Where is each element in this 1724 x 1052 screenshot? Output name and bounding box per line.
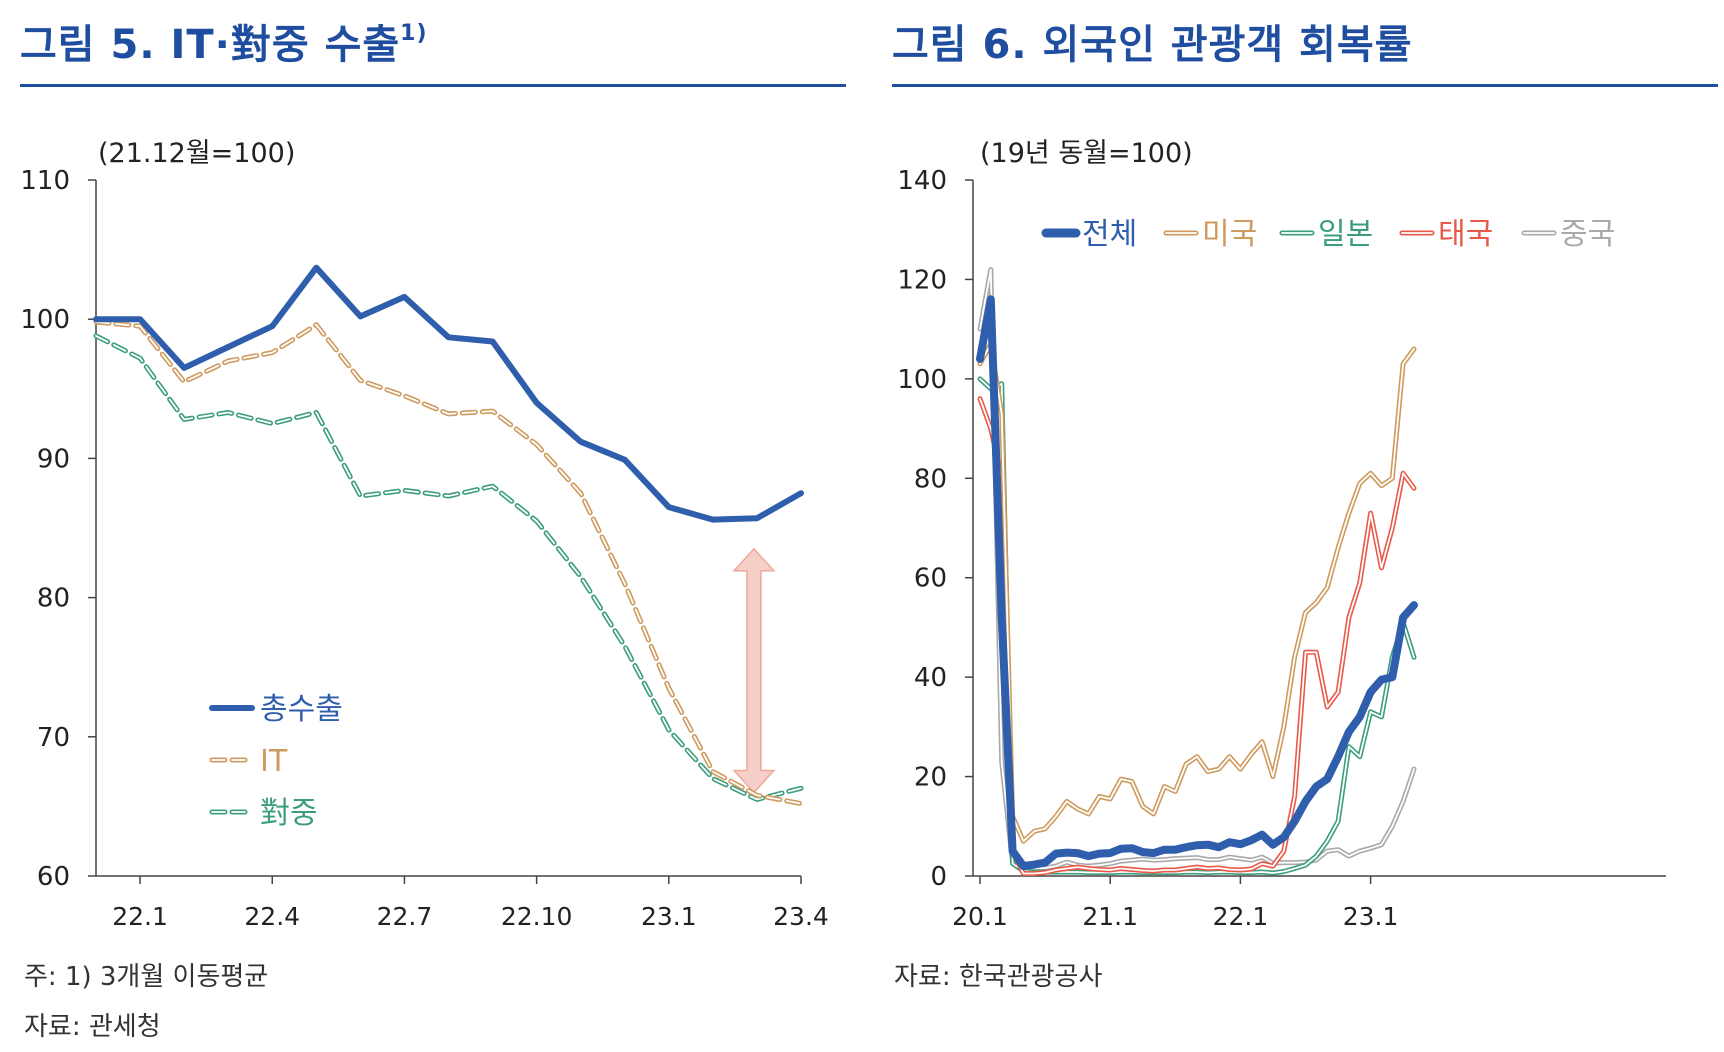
y-tick-label: 90 <box>37 444 70 474</box>
x-tick-label: 21.1 <box>1082 902 1138 931</box>
footnote-source: 자료: 관세청 <box>24 1012 161 1042</box>
series-line-it <box>93 319 804 807</box>
figure-6-title-rule <box>892 84 1718 87</box>
x-tick-label: 22.1 <box>1213 902 1269 931</box>
series-line-usa-outer <box>977 341 1417 844</box>
series-line-it-inner <box>95 321 802 805</box>
series-line-china <box>93 333 804 802</box>
figure-6-panel: 그림 6. 외국인 관광객 회복률 0 20 40 60 80 100 120 140 (19년… <box>862 0 1724 1052</box>
figure-5-chart: 60 70 80 90 100 110 (21.12월=100) 22.1 22.4 22.7 22… <box>20 138 829 931</box>
figure-6-chart: 0 20 40 60 80 100 120 140 (19년 동월=100) 20.1 21.1 22… <box>897 138 1666 931</box>
series-line-thailand-outer <box>977 396 1417 876</box>
legend-label-total: 전체 <box>1082 217 1137 252</box>
unit-label: (19년 동월=100) <box>980 138 1193 169</box>
legend-label-total: 총수출 <box>260 692 343 727</box>
gap-annotation-arrow <box>732 547 776 794</box>
series-line-china-outer <box>977 267 1417 871</box>
y-tick-label: 120 <box>897 265 947 295</box>
x-tick-label: 22.1 <box>112 902 168 931</box>
series-line-usa-inner <box>979 343 1415 843</box>
y-tick-label: 100 <box>20 305 70 335</box>
figure-5-title-footnote-mark: 1) <box>400 21 428 46</box>
y-tick-label: 60 <box>914 564 947 594</box>
series-line-total <box>93 264 804 523</box>
figure-5-panel: 그림 5. IT·對중 수출1) 60 70 80 90 100 110 (21.12월=1… <box>20 12 846 1042</box>
x-tick-label: 23.1 <box>641 902 697 931</box>
series-line-total <box>976 295 1418 871</box>
series-line-china-outer <box>93 333 804 802</box>
legend-label-china: 對중 <box>260 796 318 831</box>
y-tick-label: 70 <box>37 723 70 753</box>
series-line-thailand-inner <box>979 397 1415 875</box>
x-tick-label: 20.1 <box>952 902 1008 931</box>
legend-label-usa: 미국 <box>1202 217 1257 252</box>
footnote-source: 자료: 한국관광공사 <box>894 962 1103 992</box>
footnote-1: 주: 1) 3개월 이동평균 <box>24 962 269 992</box>
y-tick-label: 0 <box>930 862 947 892</box>
series-line-china-inner <box>979 268 1415 870</box>
x-tick-label: 22.7 <box>377 902 433 931</box>
series-line-china <box>977 267 1417 871</box>
x-tick-label: 22.4 <box>244 902 300 931</box>
x-tick-label: 22.10 <box>501 902 573 931</box>
figure-5-title: 그림 5. IT·對중 수출1) <box>20 12 428 70</box>
series-line-thailand <box>977 396 1417 876</box>
legend-label-thailand: 태국 <box>1438 217 1493 252</box>
series-line-usa <box>977 341 1417 844</box>
unit-label: (21.12월=100) <box>98 138 295 169</box>
y-tick-label: 20 <box>914 763 947 793</box>
y-tick-label: 140 <box>897 166 947 196</box>
legend-label-china: 중국 <box>1560 217 1615 252</box>
series-line-china-inner <box>95 334 802 801</box>
y-tick-label: 80 <box>914 464 947 494</box>
legend-label-it: IT <box>260 744 288 779</box>
x-tick-label: 23.4 <box>773 902 829 931</box>
y-tick-label: 110 <box>20 166 70 196</box>
y-tick-label: 40 <box>914 663 947 693</box>
y-tick-label: 80 <box>37 584 70 614</box>
x-tick-label: 23.1 <box>1343 902 1399 931</box>
figure-5-title-rule <box>20 84 846 87</box>
figure-6-title: 그림 6. 외국인 관광객 회복률 <box>892 22 1413 68</box>
series-line-it-outer <box>93 319 804 807</box>
figure-5-title-text: 그림 5. IT·對중 수출 <box>20 22 401 68</box>
y-tick-label: 100 <box>897 365 947 395</box>
legend-label-japan: 일본 <box>1318 217 1373 252</box>
y-tick-label: 60 <box>37 862 70 892</box>
